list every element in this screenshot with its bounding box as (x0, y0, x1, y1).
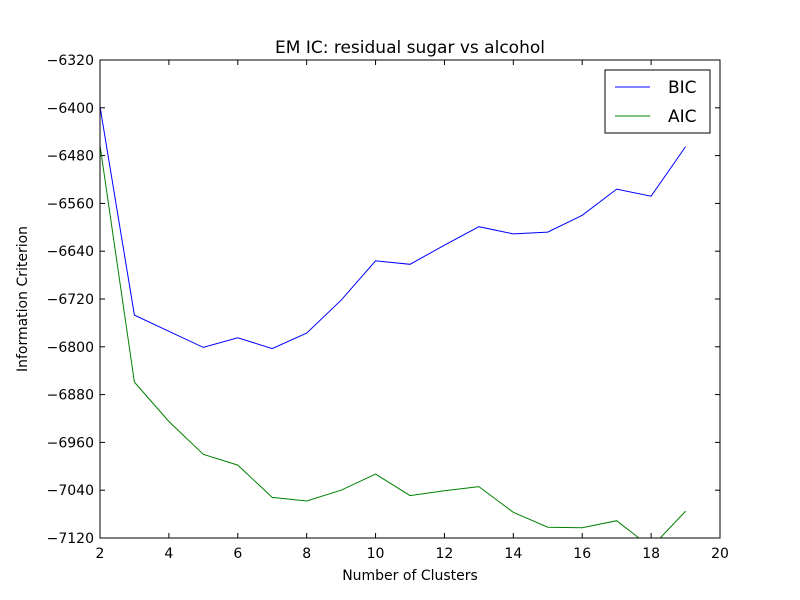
x-tick-label: 18 (642, 546, 660, 562)
x-tick-label: 8 (302, 546, 311, 562)
y-tick-label: −6960 (47, 435, 94, 451)
chart-title: EM IC: residual sugar vs alcohol (275, 38, 545, 58)
x-tick-label: 20 (711, 546, 729, 562)
y-tick-labels: −6320 −6400 −6480 −6560 −6640 −6720 −6800 −6880… (47, 53, 94, 547)
x-tick-label: 4 (164, 546, 173, 562)
x-tick-label: 6 (233, 546, 242, 562)
x-tick-labels: 2 4 6 8 10 12 14 16 18 20 (96, 546, 729, 562)
x-axis-label: Number of Clusters (342, 568, 478, 584)
legend: BIC AIC (604, 69, 711, 134)
y-tick-label: −6560 (47, 196, 94, 212)
y-tick-label: −6800 (47, 340, 94, 356)
y-tick-label: −6320 (47, 53, 94, 69)
x-tick-label: 10 (367, 546, 385, 562)
series-line-aic (100, 145, 686, 538)
y-tick-label: −7040 (47, 483, 94, 499)
plot-frame (99, 59, 721, 539)
plot-lines (100, 106, 687, 538)
x-tick-label: 2 (96, 546, 105, 562)
legend-label-aic: AIC (668, 107, 697, 127)
y-tick-label: −6640 (47, 244, 94, 260)
series-line-bic (100, 106, 687, 350)
y-tick-label: −6880 (47, 388, 94, 404)
y-tick-label: −6480 (47, 149, 94, 165)
y-tick-label: −6400 (47, 101, 94, 117)
y-tick-label: −7120 (47, 531, 94, 547)
x-tick-label: 14 (504, 546, 522, 562)
x-tick-label: 16 (573, 546, 591, 562)
y-tick-label: −6720 (47, 292, 94, 308)
legend-box (604, 69, 711, 134)
x-tick-label: 12 (436, 546, 454, 562)
y-axis-label: Information Criterion (15, 226, 31, 372)
legend-label-bic: BIC (668, 78, 697, 98)
